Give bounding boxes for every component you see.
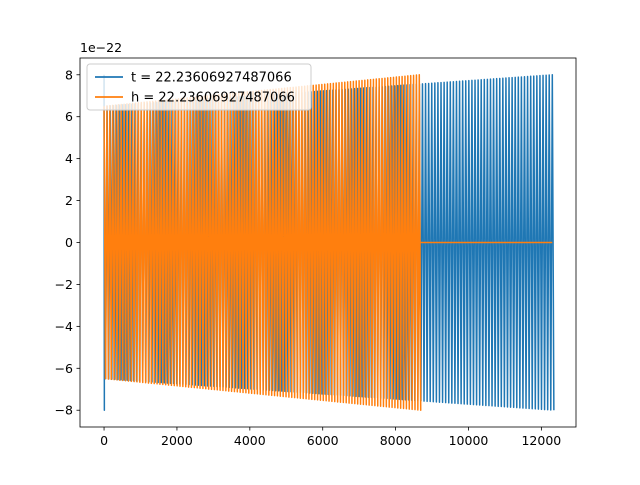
x-tick-label: 4000: [234, 433, 266, 448]
y-tick-label: −2: [55, 277, 73, 292]
y-tick-label: 4: [65, 151, 73, 166]
x-tick-label: 10000: [449, 433, 489, 448]
y-tick-label: 0: [65, 235, 73, 250]
y-tick-label: −8: [55, 403, 73, 418]
axes-layer: 0 2000 4000 6000 8000 10000 12000 −8 −6 −4 −2 0 2 4 6 8: [55, 57, 577, 448]
series-line-1: [103, 74, 553, 411]
legend-box: [86, 63, 312, 111]
y-offset-label: 1e−22: [80, 40, 122, 55]
x-tick-label: 0: [100, 433, 108, 448]
series-layer: [103, 74, 555, 411]
y-tick-label: 8: [65, 67, 73, 82]
y-tick-label: 6: [65, 109, 73, 124]
x-tick-label: 6000: [307, 433, 339, 448]
legend-label: h = 22.23606927487066: [131, 91, 295, 106]
legend: t = 22.23606927487066 h = 22.236069274870…: [86, 63, 312, 111]
y-tick-label: −6: [55, 361, 73, 376]
y-tick-label: 2: [65, 193, 73, 208]
x-tick-label: 2000: [161, 433, 193, 448]
y-tick-label: −4: [55, 319, 73, 334]
legend-label: t = 22.23606927487066: [131, 71, 292, 86]
x-tick-label: 8000: [380, 433, 412, 448]
x-tick-label: 12000: [521, 433, 561, 448]
